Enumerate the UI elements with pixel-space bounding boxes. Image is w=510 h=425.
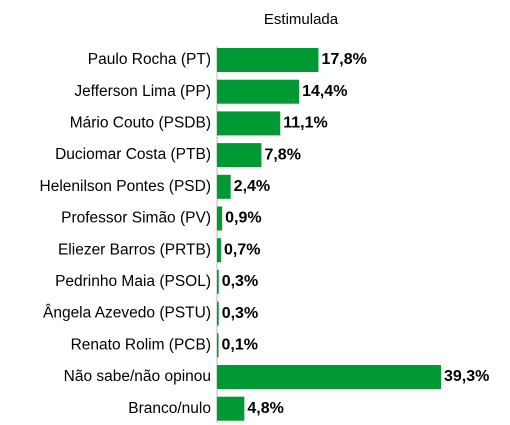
bar <box>217 238 221 263</box>
bar <box>217 396 245 421</box>
value-label: 7,8% <box>264 146 300 163</box>
category-label: Helenilson Pontes (PSD) <box>40 178 211 195</box>
category-label: Paulo Rocha (PT) <box>88 51 211 68</box>
category-label: Pedrinho Maia (PSOL) <box>55 273 211 290</box>
category-label: Ângela Azevedo (PSTU) <box>43 305 211 322</box>
bar <box>217 365 441 389</box>
bar <box>217 301 219 326</box>
value-label: 0,9% <box>225 210 261 227</box>
category-label: Não sabe/não opinou <box>64 368 211 385</box>
category-label: Mário Couto (PSDB) <box>70 114 211 131</box>
value-label: 14,4% <box>302 83 347 100</box>
value-label: 39,3% <box>444 368 489 385</box>
category-label: Duciomar Costa (PTB) <box>55 146 211 163</box>
category-label: Jefferson Lima (PP) <box>74 83 211 100</box>
category-label: Eliezer Barros (PRTB) <box>58 241 211 258</box>
category-label: Branco/nulo <box>128 400 211 417</box>
chart-title: Estimulada <box>264 11 339 28</box>
category-label: Renato Rolim (PCB) <box>71 336 211 353</box>
bar <box>217 48 319 72</box>
bar <box>217 269 219 294</box>
value-label: 2,4% <box>234 178 270 195</box>
value-label: 11,1% <box>283 115 327 132</box>
value-label: 0,3% <box>222 273 258 290</box>
value-label: 17,8% <box>321 51 366 68</box>
value-label: 0,1% <box>222 337 258 354</box>
bar <box>217 174 231 199</box>
bar <box>217 206 223 231</box>
category-label: Professor Simão (PV) <box>61 210 211 227</box>
value-label: 0,7% <box>224 241 260 258</box>
bar <box>217 333 219 358</box>
value-label: 0,3% <box>222 305 258 322</box>
bar <box>217 143 262 168</box>
bar <box>217 111 281 136</box>
value-label: 4,8% <box>247 400 283 417</box>
bar <box>217 79 300 104</box>
